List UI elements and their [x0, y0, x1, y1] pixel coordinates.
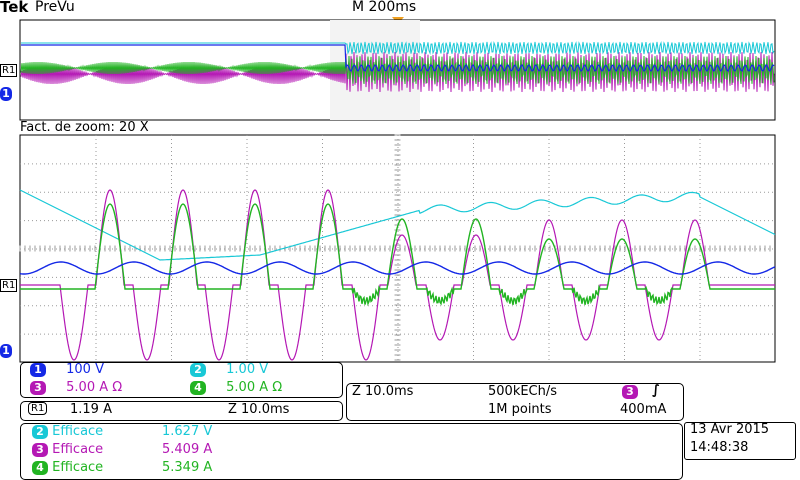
- ch4-scale[interactable]: 4 5.00 A Ω: [190, 380, 282, 395]
- main-graticule: [19, 134, 776, 363]
- ch2-trace: [19, 189, 776, 261]
- ch4-overview-trace: [20, 55, 775, 85]
- acq-sample-rate: 500kECh/s: [488, 384, 558, 399]
- measurement-value: 5.409 A: [162, 442, 213, 457]
- trigger-slope-icon: ∫: [652, 383, 660, 398]
- timebase-readout: M 200ms: [352, 0, 417, 15]
- measurement-row: 2 Efficace: [32, 424, 103, 439]
- zoom-factor-label: Fact. de zoom: 20 X: [20, 120, 149, 135]
- datetime-panel: [684, 422, 796, 460]
- reference-scale: 1.19 A: [70, 402, 112, 417]
- reference-marker-overview[interactable]: R1: [0, 64, 18, 77]
- ch1-trace: [19, 261, 776, 275]
- reference-label: R1: [28, 402, 48, 415]
- graticule-grid: [19, 134, 773, 361]
- date-readout: 13 Avr 2015: [690, 422, 770, 437]
- measurement-value: 1.627 V: [162, 424, 213, 439]
- reference-marker-main[interactable]: R1: [0, 279, 18, 292]
- measurement-row: 3 Efficace: [32, 442, 103, 457]
- reference-scale-panel[interactable]: [20, 401, 343, 421]
- trigger-level: 400mA: [620, 402, 667, 417]
- acq-zoom: Z 10.0ms: [352, 384, 414, 399]
- measurements-panel[interactable]: [20, 423, 683, 480]
- ch1-scale[interactable]: 1 100 V: [30, 362, 104, 377]
- ch4-trace: [20, 203, 775, 307]
- time-readout: 14:48:38: [690, 440, 749, 455]
- ch2-scale[interactable]: 2 1.00 V: [190, 362, 268, 377]
- ch2-overview-trace: [21, 41, 775, 55]
- measurement-row: 4 Efficace: [32, 460, 103, 475]
- ch3-scale[interactable]: 3 5.00 A Ω: [30, 380, 122, 395]
- ch1-ground-marker[interactable]: 1: [0, 343, 12, 358]
- acq-record-length: 1M points: [488, 402, 552, 417]
- brand-logo: Tek: [0, 0, 29, 16]
- reference-zoom: Z 10.0ms: [228, 402, 290, 417]
- ch1-overview-trace: [21, 44, 775, 72]
- channel-scale-panel[interactable]: [20, 362, 343, 398]
- ch3-trace: [20, 189, 775, 361]
- trigger-source: 3: [622, 384, 638, 399]
- acquisition-mode: PreVu: [35, 0, 75, 15]
- ch1-marker-overview[interactable]: 1: [0, 86, 12, 101]
- measurement-value: 5.349 A: [162, 460, 213, 475]
